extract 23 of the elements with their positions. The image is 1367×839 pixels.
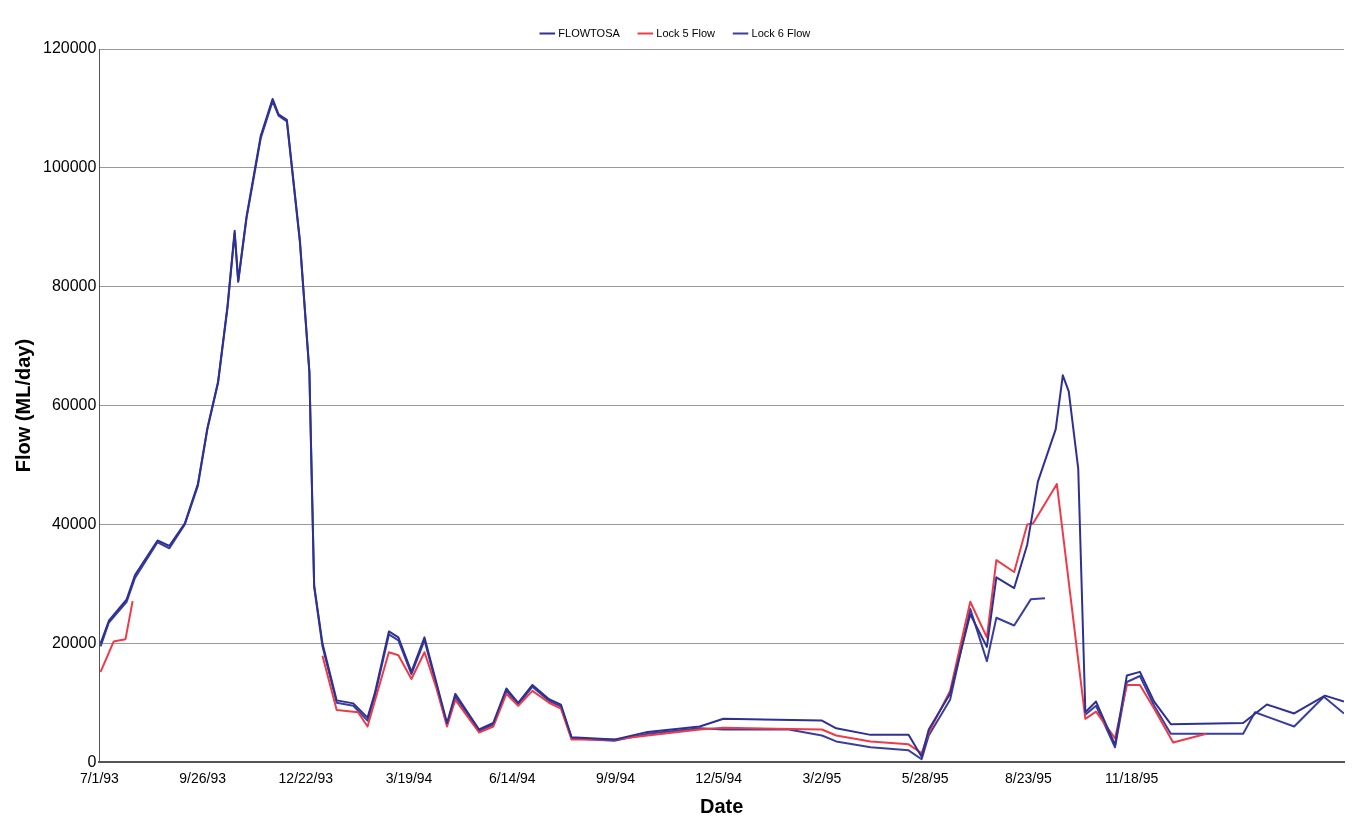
x-tick-label: 5/28/95: [901, 770, 949, 787]
legend-label: Lock 6 Flow: [751, 26, 811, 39]
y-tick-label: 40000: [51, 514, 97, 532]
x-tick-label: 9/26/93: [179, 770, 227, 787]
y-axis-title: Flow (ML/day): [11, 338, 34, 473]
legend-label: FLOWTOSA: [558, 26, 621, 39]
x-tick-label: 3/19/94: [385, 770, 433, 787]
y-tick-label: 20000: [51, 633, 97, 651]
x-tick-label: 12/5/94: [695, 770, 743, 787]
x-tick-label: 9/9/94: [596, 770, 636, 787]
y-tick-label: 100000: [43, 158, 97, 176]
x-tick-label: 7/1/93: [79, 770, 120, 787]
legend-label: Lock 5 Flow: [656, 26, 716, 39]
y-tick-label: 120000: [43, 39, 97, 57]
x-tick-label: 12/22/93: [278, 770, 334, 787]
y-tick-label: 0: [87, 752, 97, 770]
x-tick-label: 6/14/94: [488, 770, 536, 787]
x-tick-label: 3/2/95: [802, 770, 842, 787]
x-tick-label: 11/18/95: [1104, 770, 1159, 787]
y-tick-label: 80000: [51, 277, 97, 295]
x-tick-label: 8/23/95: [1005, 770, 1052, 787]
x-axis-title: Date: [700, 794, 744, 817]
y-tick-label: 60000: [51, 396, 97, 414]
